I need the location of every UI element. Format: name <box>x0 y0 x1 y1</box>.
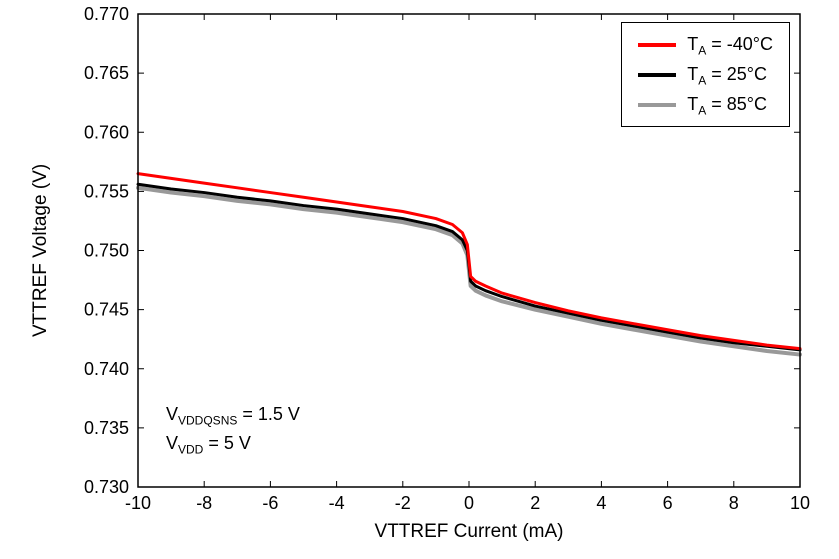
legend-label-post: = -40°C <box>706 34 773 54</box>
legend-label-ta-25: TA = 25°C <box>687 64 767 88</box>
x-tick-label: -2 <box>395 493 411 513</box>
legend-label-sub: A <box>698 43 707 58</box>
x-tick-label: 10 <box>790 493 810 513</box>
x-axis-title: VTTREF Current (mA) <box>374 521 564 542</box>
legend-label-pre: T <box>687 94 699 114</box>
legend-label-sub: A <box>698 103 707 118</box>
x-tick-label: -6 <box>262 493 278 513</box>
legend-label-sub: A <box>698 73 707 88</box>
y-tick-label: 0.760 <box>84 122 129 142</box>
condition-vddqsns: VVDDQSNS = 1.5 V <box>166 400 300 429</box>
x-tick-label: 0 <box>464 493 474 513</box>
x-tick-label: -4 <box>329 493 345 513</box>
y-tick-label: 0.745 <box>84 300 129 320</box>
y-tick-label: 0.770 <box>84 4 129 24</box>
y-tick-label: 0.765 <box>84 63 129 83</box>
x-tick-label: 2 <box>530 493 540 513</box>
legend-label-post: = 25°C <box>706 64 767 84</box>
y-tick-label: 0.750 <box>84 241 129 261</box>
condition-post: = 1.5 V <box>237 404 300 424</box>
legend-item-ta-minus40: TA = -40°C <box>638 34 773 58</box>
legend-swatch-red <box>638 42 677 47</box>
condition-sub: VDD <box>178 442 204 457</box>
condition-pre: V <box>166 404 179 424</box>
legend-label-ta-85: TA = 85°C <box>687 94 767 118</box>
legend-swatch-black <box>638 72 677 77</box>
condition-sub: VDDQSNS <box>178 413 238 428</box>
legend-label-ta-minus40: TA = -40°C <box>687 34 773 58</box>
plot-frame <box>137 13 801 488</box>
x-tick-label: 6 <box>663 493 673 513</box>
condition-post: = 5 V <box>203 433 251 453</box>
legend: TA = -40°C TA = 25°C TA = 85°C <box>621 22 790 127</box>
legend-label-pre: T <box>687 34 699 54</box>
series-line-ta--40-c <box>136 172 802 351</box>
x-tick-label: -8 <box>196 493 212 513</box>
y-tick-label: 0.730 <box>84 477 129 497</box>
legend-item-ta-25: TA = 25°C <box>638 64 773 88</box>
x-tick-label: 8 <box>729 493 739 513</box>
legend-swatch-gray <box>638 102 677 107</box>
legend-item-ta-85: TA = 85°C <box>638 94 773 118</box>
test-conditions: VVDDQSNS = 1.5 V VVDD = 5 V <box>166 400 300 458</box>
y-tick-label: 0.755 <box>84 181 129 201</box>
condition-vdd: VVDD = 5 V <box>166 429 300 458</box>
x-tick-label: -10 <box>125 493 151 513</box>
condition-pre: V <box>166 433 179 453</box>
y-tick-label: 0.740 <box>84 359 129 379</box>
legend-label-post: = 85°C <box>706 94 767 114</box>
y-axis-title: VTTREF Voltage (V) <box>30 163 51 338</box>
legend-label-pre: T <box>687 64 699 84</box>
x-tick-label: 4 <box>596 493 606 513</box>
y-tick-label: 0.735 <box>84 418 129 438</box>
